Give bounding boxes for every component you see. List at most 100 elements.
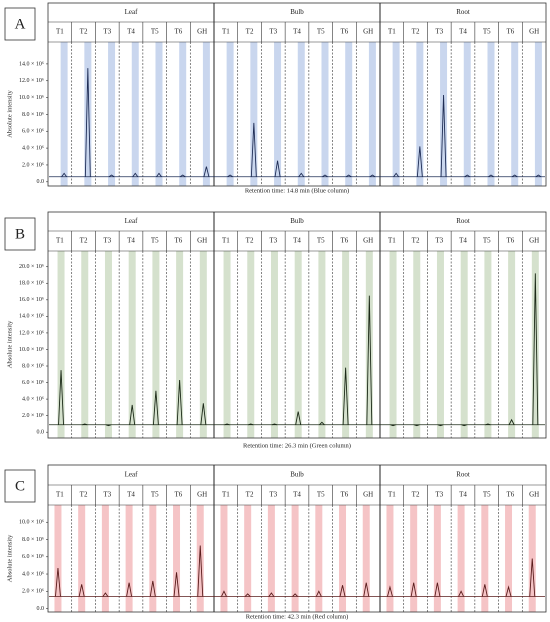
sample-header: GH xyxy=(529,491,539,499)
y-tick-label: 6.0 × 10⁶ xyxy=(22,554,44,560)
peak xyxy=(505,585,512,597)
sample-header: T4 xyxy=(127,491,135,499)
highlight-band xyxy=(505,505,513,612)
peak xyxy=(84,68,91,177)
sample-header: T3 xyxy=(435,491,443,499)
y-tick-label: 0.0 xyxy=(37,179,45,185)
peak xyxy=(152,390,159,425)
peak xyxy=(173,572,180,597)
peak xyxy=(508,418,515,425)
highlight-band xyxy=(342,251,350,438)
highlight-band xyxy=(54,505,62,612)
highlight-band xyxy=(511,42,519,186)
y-tick-label: 4.0 × 10⁶ xyxy=(22,571,44,577)
sample-header: T2 xyxy=(80,237,88,245)
sample-header: T3 xyxy=(269,237,277,245)
y-tick-label: 2.0 × 10⁶ xyxy=(22,162,44,168)
peak xyxy=(319,421,325,426)
peak xyxy=(149,580,156,597)
highlight-band xyxy=(534,42,542,186)
plot-frame xyxy=(47,2,547,187)
highlight-band xyxy=(196,505,204,612)
panel-label-box xyxy=(4,7,36,41)
peak xyxy=(132,172,139,178)
peak xyxy=(363,582,370,597)
x-axis-label: Retention time: 42.3 min (Red column) xyxy=(246,613,349,620)
peak xyxy=(102,592,109,597)
peak xyxy=(156,172,162,178)
sample-header: T4 xyxy=(459,491,467,499)
highlight-band xyxy=(223,251,231,438)
highlight-band xyxy=(368,42,376,186)
y-tick-label: 2.0 × 10⁶ xyxy=(22,413,44,419)
peak xyxy=(224,423,230,426)
sample-header: T1 xyxy=(388,237,396,245)
plot-frame xyxy=(47,464,547,613)
sample-header: T1 xyxy=(222,237,230,245)
sample-header: T6 xyxy=(507,237,515,245)
peak xyxy=(58,370,64,425)
highlight-band xyxy=(321,42,329,186)
y-tick-label: 8.0 × 10⁶ xyxy=(22,363,44,369)
sample-header: GH xyxy=(197,237,207,245)
y-tick-label: 8.0 × 10⁶ xyxy=(22,537,44,543)
group-header: Root xyxy=(456,471,470,479)
y-tick-label: 10.0 × 10⁶ xyxy=(19,95,44,101)
highlight-band xyxy=(173,505,181,612)
peak xyxy=(129,404,136,425)
sample-header: GH xyxy=(529,237,539,245)
sample-header: T2 xyxy=(80,28,88,36)
y-tick-label: 6.0 × 10⁶ xyxy=(22,380,44,386)
peak xyxy=(315,590,322,597)
peak xyxy=(410,582,417,597)
sample-header: GH xyxy=(363,491,373,499)
peak xyxy=(529,558,536,597)
sample-header: T4 xyxy=(293,491,301,499)
sample-header: T5 xyxy=(317,237,325,245)
peak xyxy=(268,592,275,597)
sample-header: T1 xyxy=(222,28,230,36)
sample-header: T1 xyxy=(56,237,64,245)
sample-header: T1 xyxy=(388,491,396,499)
peak xyxy=(434,582,441,597)
highlight-band xyxy=(508,251,516,438)
highlight-band xyxy=(389,251,397,438)
peak xyxy=(250,122,257,177)
sample-header: GH xyxy=(197,28,207,36)
sample-header: T5 xyxy=(483,28,491,36)
peak xyxy=(458,590,465,597)
sample-header: GH xyxy=(529,28,539,36)
peak xyxy=(55,567,61,597)
group-header: Leaf xyxy=(125,471,138,479)
peak xyxy=(248,423,254,426)
y-tick-label: 18.0 × 10⁶ xyxy=(19,281,44,287)
sample-header: T6 xyxy=(507,491,515,499)
highlight-band xyxy=(250,42,258,186)
y-tick-label: 10.0 × 10⁶ xyxy=(19,347,44,353)
peak xyxy=(416,146,423,177)
sample-header: GH xyxy=(197,491,207,499)
sample-header: T1 xyxy=(56,491,64,499)
peak xyxy=(179,174,186,178)
highlight-band xyxy=(484,251,492,438)
peak xyxy=(197,545,204,597)
highlight-band xyxy=(433,505,441,612)
x-axis-label: Retention time: 26.3 min (Green column) xyxy=(243,442,351,449)
highlight-band xyxy=(481,505,489,612)
plot-frame xyxy=(47,211,547,439)
highlight-band xyxy=(365,251,373,438)
highlight-band xyxy=(78,505,86,612)
sample-header: T2 xyxy=(246,237,254,245)
y-axis-label: Absolute intensity xyxy=(6,320,13,368)
highlight-band xyxy=(318,251,326,438)
peak xyxy=(298,172,305,178)
highlight-band xyxy=(416,42,424,186)
peak xyxy=(532,273,539,425)
group-header: Bulb xyxy=(290,471,304,479)
highlight-band xyxy=(460,251,468,438)
highlight-band xyxy=(457,505,465,612)
sample-header: T4 xyxy=(127,237,135,245)
y-tick-label: 12.0 × 10⁶ xyxy=(19,330,44,336)
highlight-band xyxy=(294,251,302,438)
